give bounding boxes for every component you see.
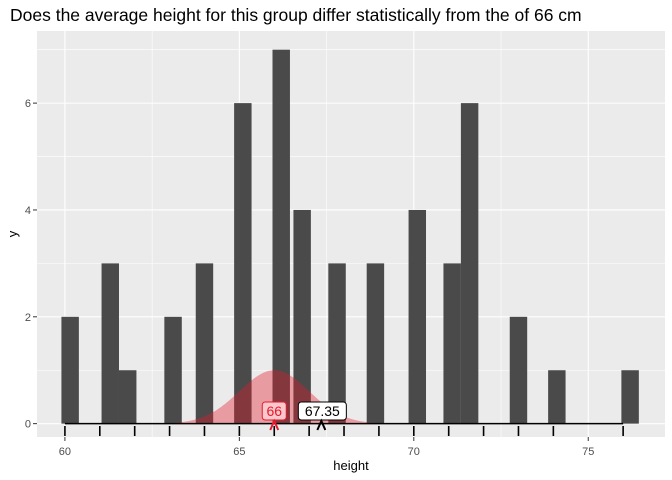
y-tick-label: 6 <box>25 98 31 110</box>
histogram-bar <box>164 316 182 424</box>
histogram-bar <box>328 263 346 424</box>
rug-ticks <box>64 422 624 436</box>
histogram-bars <box>61 49 639 424</box>
histogram-bar <box>366 263 385 424</box>
histogram-bar <box>460 103 479 424</box>
annotation-label: 67.35 <box>305 403 340 419</box>
annotation-caret <box>316 418 327 431</box>
x-tick-label: 60 <box>59 446 71 458</box>
x-tick-label: 65 <box>233 446 245 458</box>
annotations: 66 67.35 <box>261 401 347 431</box>
histogram-bar <box>61 316 79 424</box>
y-tick-label: 2 <box>25 312 31 324</box>
x-tick-label: 75 <box>582 446 594 458</box>
histogram-bar <box>548 370 566 424</box>
x-axis-title: height <box>333 458 369 473</box>
histogram-bar <box>101 263 119 424</box>
x-tick-label: 70 <box>408 446 420 458</box>
y-axis-title: y <box>5 230 20 237</box>
histogram-bar <box>195 263 214 424</box>
annotation-caret <box>269 418 280 431</box>
histogram-bar <box>443 263 461 424</box>
null-distribution <box>134 370 414 424</box>
histogram-bar <box>234 103 252 424</box>
annotation-label: 66 <box>266 403 282 419</box>
chart-title: Does the average height for this group d… <box>10 5 582 25</box>
y-tick-label: 0 <box>25 419 31 431</box>
annotation-box <box>297 401 347 421</box>
histogram-bar <box>621 370 639 424</box>
histogram-bar <box>272 49 290 424</box>
null-distribution-area <box>134 370 414 424</box>
histogram-bar <box>509 316 528 424</box>
y-tick-label: 4 <box>25 205 31 217</box>
axes: 60 65 70 75 0 2 4 6 <box>25 98 594 458</box>
histogram-bar <box>408 209 427 424</box>
plot-panel <box>37 31 665 437</box>
histogram-bar <box>293 209 311 424</box>
histogram-bar <box>118 370 137 424</box>
